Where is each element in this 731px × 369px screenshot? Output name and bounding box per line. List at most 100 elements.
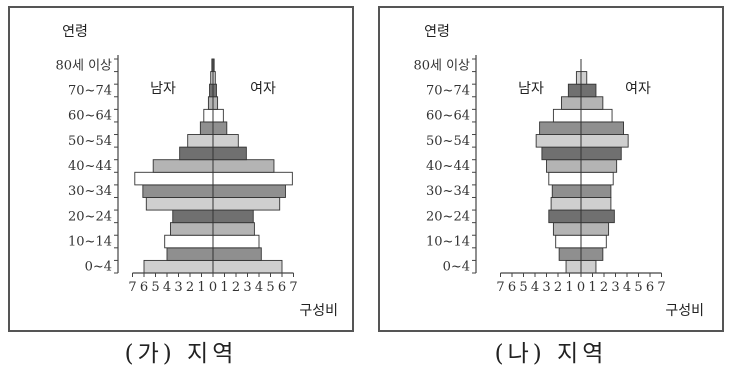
bar-female-20~24 bbox=[580, 209, 615, 224]
y-axis-title: 연령 bbox=[62, 24, 88, 40]
x-tick-label: 0 bbox=[577, 280, 585, 295]
x-tick-label: 4 bbox=[163, 280, 171, 295]
bar-male-10~14 bbox=[555, 234, 582, 249]
bar-female-45~49 bbox=[580, 146, 622, 161]
bar-female-10~14 bbox=[580, 234, 607, 249]
x-tick-label: 4 bbox=[623, 280, 631, 295]
x-tick-label: 5 bbox=[151, 280, 159, 295]
y-tick-label: 70~74 bbox=[68, 83, 112, 98]
x-tick-label: 7 bbox=[657, 280, 665, 295]
bar-male-55~59 bbox=[199, 121, 214, 135]
x-tick-label: 2 bbox=[186, 280, 194, 295]
bar-male-45~49 bbox=[179, 146, 214, 161]
bar-female-35~39 bbox=[212, 171, 293, 186]
y-tick-label: 0~4 bbox=[443, 260, 470, 275]
y-tick-label: 0~4 bbox=[85, 260, 112, 275]
bar-female-15~19 bbox=[580, 222, 610, 236]
x-axis-title: 구성비 bbox=[665, 303, 704, 319]
y-tick-label: 40~44 bbox=[68, 159, 112, 174]
x-tick-label: 1 bbox=[588, 280, 596, 295]
y-tick-label: 30~34 bbox=[68, 184, 112, 199]
bar-female-75~79 bbox=[580, 71, 588, 85]
y-tick-label: 80세 이상 bbox=[413, 58, 470, 73]
y-tick-label: 70~74 bbox=[426, 83, 470, 98]
bar-female-35~39 bbox=[580, 171, 614, 186]
x-tick-label: 5 bbox=[266, 280, 274, 295]
y-axis-title: 연령 bbox=[424, 24, 450, 40]
female-label: 여자 bbox=[625, 81, 651, 97]
bar-female-0~4 bbox=[212, 259, 283, 274]
x-tick-label: 5 bbox=[519, 280, 527, 295]
bar-female-15~19 bbox=[212, 222, 255, 236]
x-tick-label: 6 bbox=[646, 280, 654, 295]
bar-male-55~59 bbox=[539, 121, 582, 135]
x-tick-label: 2 bbox=[554, 280, 562, 295]
bar-female-45~49 bbox=[212, 146, 247, 161]
bar-female-0~4 bbox=[580, 259, 597, 274]
bar-female-25~29 bbox=[580, 197, 612, 211]
bar-female-5~9 bbox=[580, 247, 604, 261]
bar-male-65~69 bbox=[207, 96, 214, 110]
y-tick-label: 60~64 bbox=[426, 109, 470, 124]
x-tick-label: 2 bbox=[600, 280, 608, 295]
bar-female-70~74 bbox=[212, 83, 217, 98]
x-tick-label: 7 bbox=[289, 280, 297, 295]
bar-male-30~34 bbox=[142, 184, 214, 198]
bar-male-0~4 bbox=[143, 259, 214, 274]
bar-female-55~59 bbox=[212, 121, 228, 135]
pyramid-chart-na: 0~4 10~14 20~24 30~34 40~44 50~54 60~64 70~74 80… bbox=[413, 24, 704, 319]
y-tick-label: 10~14 bbox=[68, 235, 112, 250]
bar-male-35~39 bbox=[548, 171, 582, 186]
x-tick-label: 3 bbox=[611, 280, 619, 295]
bar-female-60~64 bbox=[580, 108, 613, 123]
bar-female-40~44 bbox=[212, 159, 275, 173]
bar-female-50~54 bbox=[212, 134, 239, 148]
bar-male-40~44 bbox=[546, 159, 582, 173]
bar-male-25~29 bbox=[550, 197, 582, 211]
x-tick-label: 6 bbox=[278, 280, 286, 295]
bar-male-5~9 bbox=[166, 247, 214, 261]
y-tick-label: 20~24 bbox=[426, 209, 470, 224]
pyramid-chart-ga: 0~4 10~14 20~24 30~34 40~44 50~54 60~64 70~74 80… bbox=[55, 24, 338, 319]
bar-male-35~39 bbox=[134, 171, 214, 186]
bar-male-20~24 bbox=[548, 209, 582, 224]
bar-male-15~19 bbox=[552, 222, 582, 236]
y-tick-label: 50~54 bbox=[68, 134, 112, 149]
pyramid-panel-na: 0~4 10~14 20~24 30~34 40~44 50~54 60~64 70~74 80… bbox=[378, 6, 724, 332]
bar-female-60~64 bbox=[212, 108, 224, 123]
bar-female-25~29 bbox=[212, 197, 281, 211]
y-tick-label: 10~14 bbox=[426, 235, 470, 250]
y-tick-label: 60~64 bbox=[68, 109, 112, 124]
x-tick-label: 3 bbox=[174, 280, 182, 295]
bar-female-70~74 bbox=[580, 83, 597, 98]
x-tick-label: 3 bbox=[243, 280, 251, 295]
bar-male-5~9 bbox=[558, 247, 582, 261]
bar-male-75~79 bbox=[575, 71, 582, 85]
bar-female-5~9 bbox=[212, 247, 262, 261]
x-tick-label: 1 bbox=[565, 280, 573, 295]
bar-male-15~19 bbox=[169, 222, 214, 236]
bar-male-50~54 bbox=[187, 134, 214, 148]
pyramid-panel-ga: 0~4 10~14 20~24 30~34 40~44 50~54 60~64 70~74 80… bbox=[8, 6, 354, 332]
female-label: 여자 bbox=[250, 81, 276, 97]
bar-male-70~74 bbox=[567, 83, 582, 98]
bar-female-55~59 bbox=[580, 121, 624, 135]
bar-female-30~34 bbox=[580, 184, 612, 198]
x-tick-label: 6 bbox=[508, 280, 516, 295]
bar-male-0~4 bbox=[565, 259, 582, 274]
bar-female-50~54 bbox=[580, 134, 629, 148]
bar-male-45~49 bbox=[541, 146, 582, 161]
y-tick-label: 80세 이상 bbox=[55, 58, 112, 73]
bar-male-60~64 bbox=[203, 108, 214, 123]
y-tick-label: 30~34 bbox=[426, 184, 470, 199]
y-tick-label: 40~44 bbox=[426, 159, 470, 174]
male-label: 남자 bbox=[518, 81, 544, 97]
bar-male-25~29 bbox=[145, 197, 214, 211]
x-tick-label: 0 bbox=[209, 280, 217, 295]
bar-male-10~14 bbox=[164, 234, 214, 249]
x-tick-label: 5 bbox=[634, 280, 642, 295]
y-tick-label: 20~24 bbox=[68, 209, 112, 224]
x-tick-label: 4 bbox=[255, 280, 263, 295]
male-label: 남자 bbox=[150, 81, 176, 97]
x-tick-label: 1 bbox=[220, 280, 228, 295]
